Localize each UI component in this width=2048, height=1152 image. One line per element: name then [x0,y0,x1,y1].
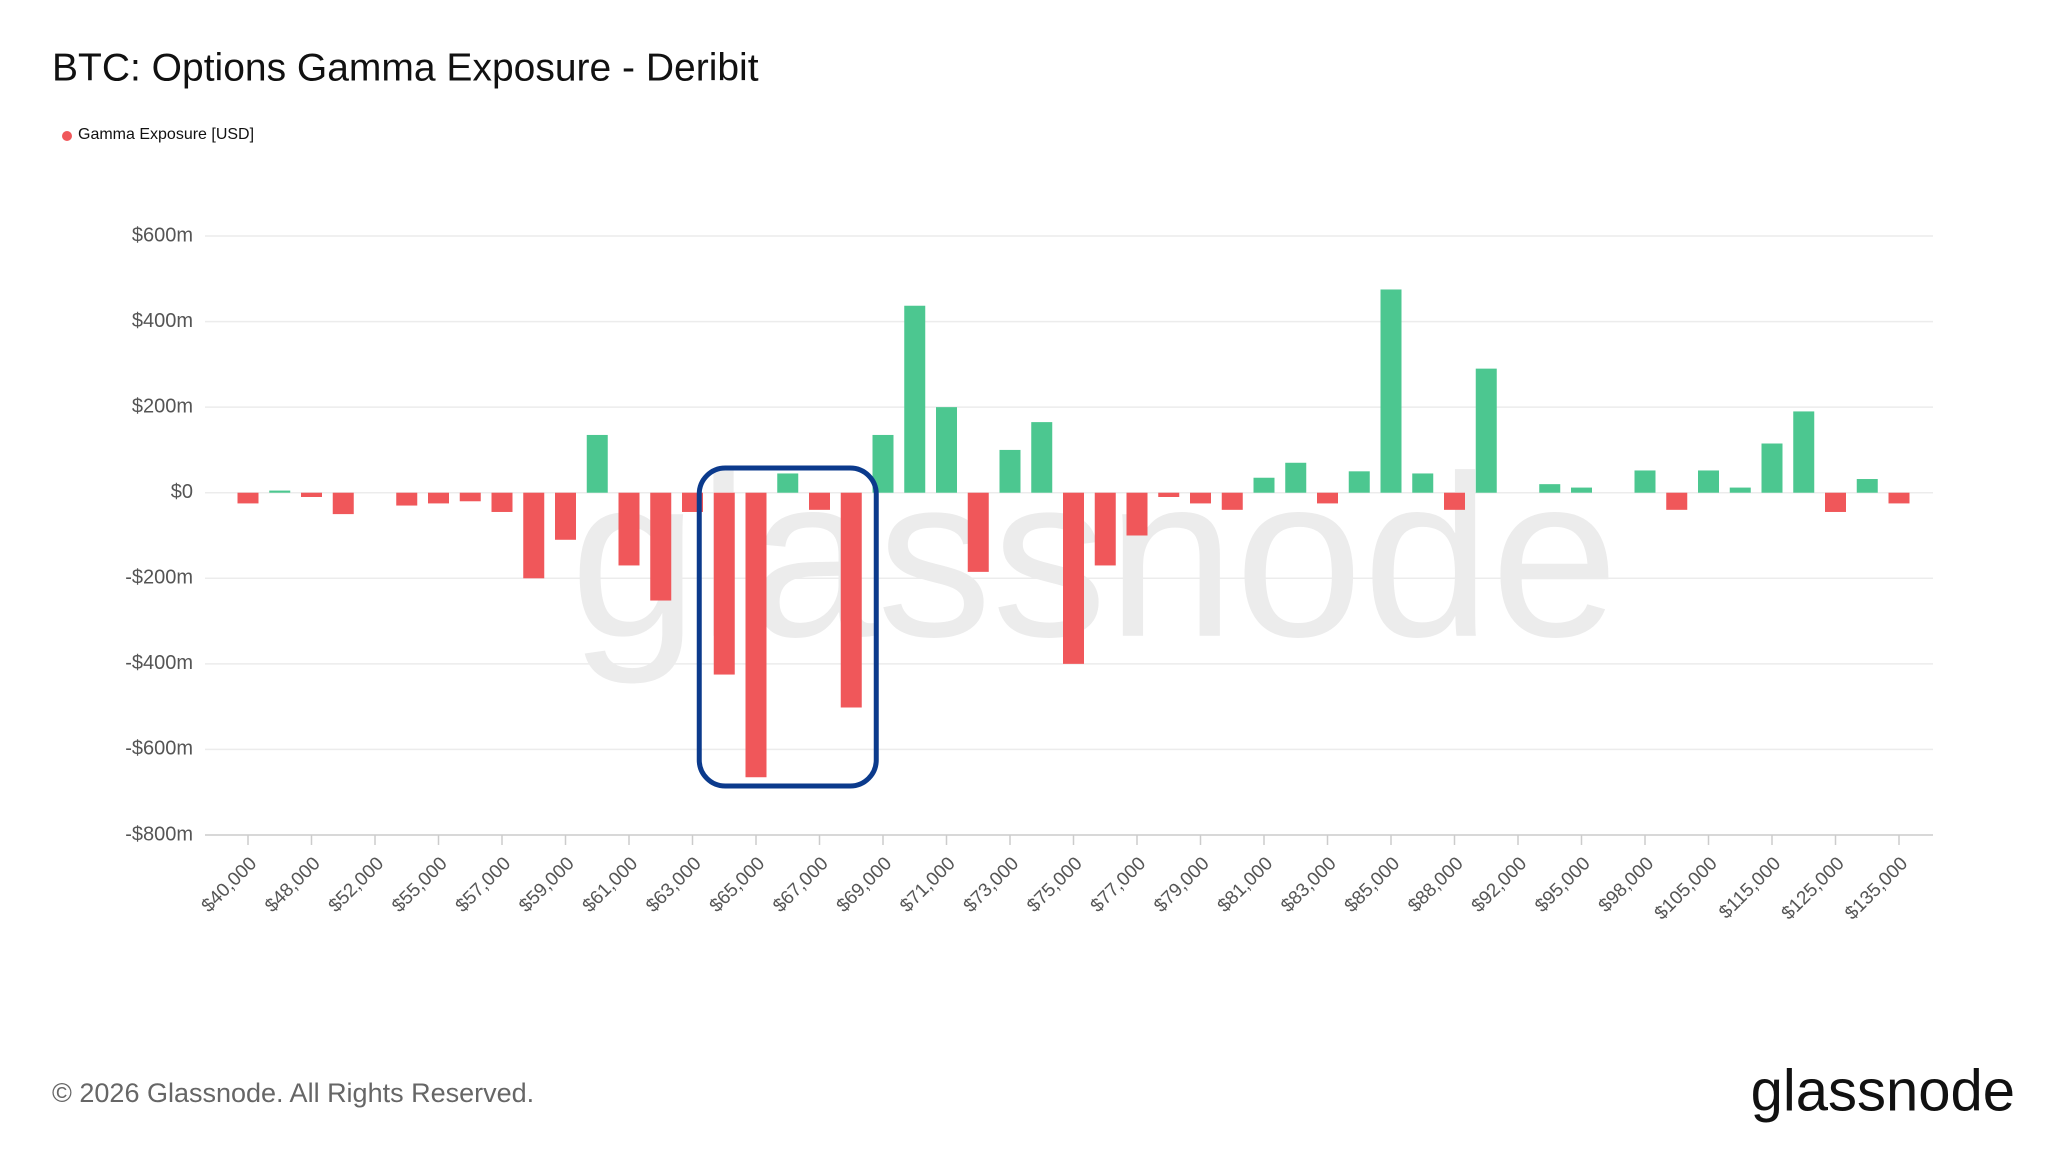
bar [872,434,894,493]
bar [1412,473,1434,493]
logo: glassnode [1751,1058,2015,1123]
bar [1825,492,1846,512]
bar [1856,479,1878,493]
bar [967,492,989,572]
y-tick-label: -$400m [125,652,193,674]
bar [777,473,799,493]
y-tick-label: -$200m [125,567,193,589]
bar [1698,470,1719,493]
bar [713,492,735,675]
bar [459,492,481,502]
bar [1475,368,1497,493]
bar [332,492,354,515]
bar [1285,462,1307,493]
y-tick-label: $600m [132,224,193,246]
bar [1666,492,1688,510]
y-tick-label: $200m [132,395,193,417]
bar [840,492,862,708]
bar [1444,492,1465,510]
y-tick-label: $0 [171,481,193,503]
bar [618,492,640,566]
chart-title: BTC: Options Gamma Exposure - Deribit [52,46,759,89]
bar [1126,492,1148,536]
bar [1221,492,1243,510]
bar [237,492,259,504]
bar [1094,492,1116,566]
y-tick-label: $400m [132,310,193,332]
bar [1761,443,1783,493]
bar [1158,492,1180,497]
bar [1888,492,1910,504]
bar [745,492,767,778]
copyright: © 2026 Glassnode. All Rights Reserved. [52,1078,534,1108]
y-tick-label: -$800m [125,823,193,845]
bar [1729,487,1751,493]
bar [301,492,322,497]
bar [1348,471,1370,493]
bar [1571,487,1592,493]
y-tick-label: -$600m [125,738,193,760]
legend-marker [62,131,72,141]
bar [1793,411,1815,493]
bar [809,492,830,510]
bar [1190,492,1211,504]
bar [1380,289,1402,493]
bar [1063,492,1084,664]
bar [936,407,957,493]
watermark: glassnode [570,428,1619,685]
bar [1539,484,1561,493]
bar [396,492,418,506]
bar [269,490,291,493]
bar [1253,477,1275,493]
bar [428,492,449,504]
highlight-box [696,465,879,789]
bar [523,492,545,579]
bar [1317,492,1338,504]
bar [999,449,1021,493]
bar [555,492,576,540]
bar [1634,470,1656,493]
legend-label: Gamma Exposure [USD] [78,126,254,143]
bar [491,492,513,512]
bar [650,492,672,601]
bar [1031,422,1053,493]
bar [904,305,926,493]
bar [586,434,608,493]
